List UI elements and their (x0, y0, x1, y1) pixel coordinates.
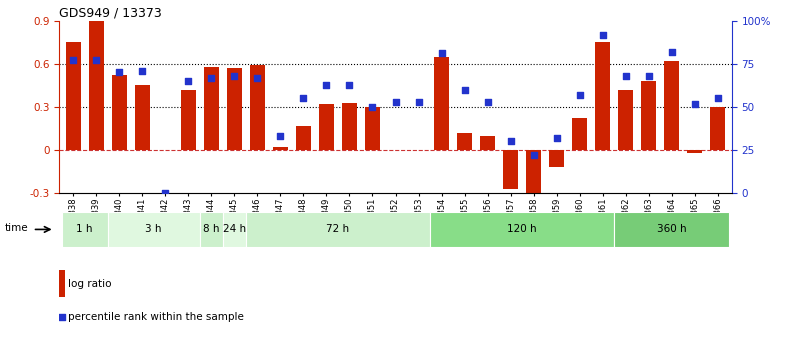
Point (56, 315, 69, 320)
Text: GDS949 / 13373: GDS949 / 13373 (59, 7, 162, 20)
Point (251, 75, 263, 80)
Bar (250, 65, 265, 150)
Bar (296, 126, 311, 150)
Bar (227, 68, 242, 150)
Point (274, 134, 286, 139)
Bar (480, 136, 495, 150)
Point (136, 68, 149, 73)
Bar (434, 57, 449, 150)
Point (551, 135, 563, 141)
Bar (134, 85, 149, 150)
Bar (687, 150, 702, 153)
Bar (664, 61, 679, 150)
Text: 3 h: 3 h (146, 225, 162, 234)
Bar (246, 212, 430, 247)
Point (665, 49, 678, 55)
Bar (503, 150, 518, 189)
Point (481, 99, 494, 105)
Text: 360 h: 360 h (657, 225, 687, 234)
Point (182, 78, 195, 84)
Bar (549, 150, 564, 167)
Bar (273, 147, 288, 150)
Text: 120 h: 120 h (507, 225, 537, 234)
Point (688, 101, 701, 106)
Bar (596, 42, 610, 150)
Text: percentile rank within the sample: percentile rank within the sample (68, 313, 244, 322)
Bar (89, 21, 104, 150)
Point (297, 96, 310, 101)
Point (90, 58, 103, 63)
Text: 8 h: 8 h (203, 225, 220, 234)
Bar (59, 270, 66, 297)
Bar (112, 75, 127, 150)
Point (66, 58, 79, 63)
Point (389, 99, 402, 105)
Bar (365, 107, 380, 150)
Bar (457, 133, 472, 150)
Bar (619, 90, 634, 150)
Bar (572, 118, 587, 150)
Bar (342, 103, 357, 150)
Point (619, 73, 632, 79)
Bar (66, 42, 81, 150)
Bar (181, 90, 195, 150)
Bar (223, 212, 246, 247)
Text: 24 h: 24 h (223, 225, 246, 234)
Bar (200, 212, 223, 247)
Bar (62, 212, 108, 247)
Bar (204, 67, 219, 150)
Text: 72 h: 72 h (327, 225, 350, 234)
Point (596, 32, 609, 37)
Point (458, 87, 471, 92)
Point (113, 70, 126, 75)
Bar (430, 212, 615, 247)
Text: log ratio: log ratio (68, 279, 112, 288)
Point (159, 190, 172, 196)
Point (412, 99, 425, 105)
Bar (108, 212, 200, 247)
Point (205, 75, 218, 80)
Point (712, 96, 725, 101)
Text: time: time (5, 223, 28, 233)
Bar (615, 212, 729, 247)
Point (228, 73, 240, 79)
Point (320, 82, 333, 87)
Bar (710, 107, 725, 150)
Point (528, 152, 540, 158)
Point (435, 51, 448, 56)
Point (366, 104, 379, 110)
Point (573, 92, 586, 98)
Text: 1 h: 1 h (77, 225, 93, 234)
Point (505, 139, 517, 144)
Bar (642, 81, 657, 150)
Bar (319, 104, 334, 150)
Point (642, 73, 655, 79)
Point (343, 82, 356, 87)
Bar (526, 150, 541, 205)
